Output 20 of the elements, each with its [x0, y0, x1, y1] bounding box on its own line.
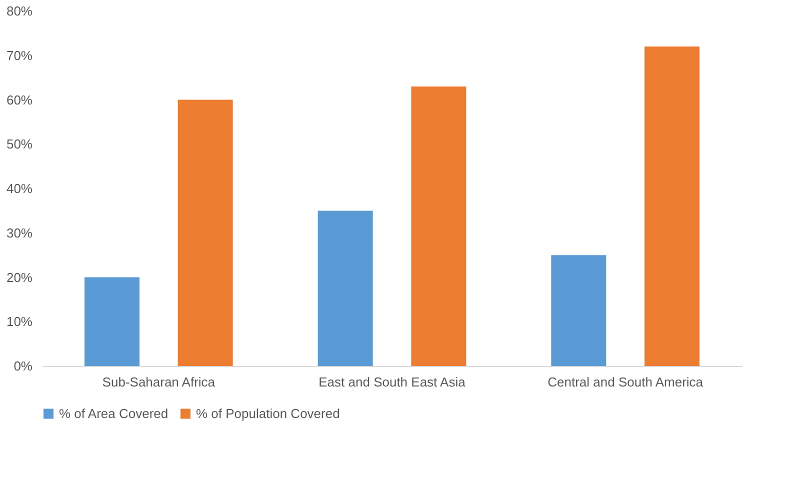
y-tick-label: 0% — [14, 358, 33, 374]
y-tick-label: 10% — [6, 314, 33, 330]
bar — [551, 255, 606, 366]
y-tick-label: 30% — [6, 225, 33, 240]
y-tick-label: 20% — [6, 270, 33, 285]
y-tick-label: 40% — [6, 181, 33, 196]
y-tick-label: 70% — [6, 48, 33, 63]
bar — [644, 46, 700, 366]
y-tick-label: 80% — [6, 4, 33, 18]
x-tick-label: Central and South America — [548, 374, 704, 390]
bar — [411, 86, 466, 366]
bar — [178, 100, 233, 366]
x-tick-label: East and South East Asia — [318, 374, 466, 390]
x-tick-label: Sub-Saharan Africa — [102, 374, 216, 390]
legend-label: % of Population Covered — [196, 406, 340, 421]
legend-label: % of Area Covered — [59, 406, 168, 421]
bar — [318, 210, 373, 366]
bar — [84, 277, 140, 366]
y-tick-label: 60% — [6, 92, 33, 108]
y-tick-label: 50% — [6, 136, 33, 152]
